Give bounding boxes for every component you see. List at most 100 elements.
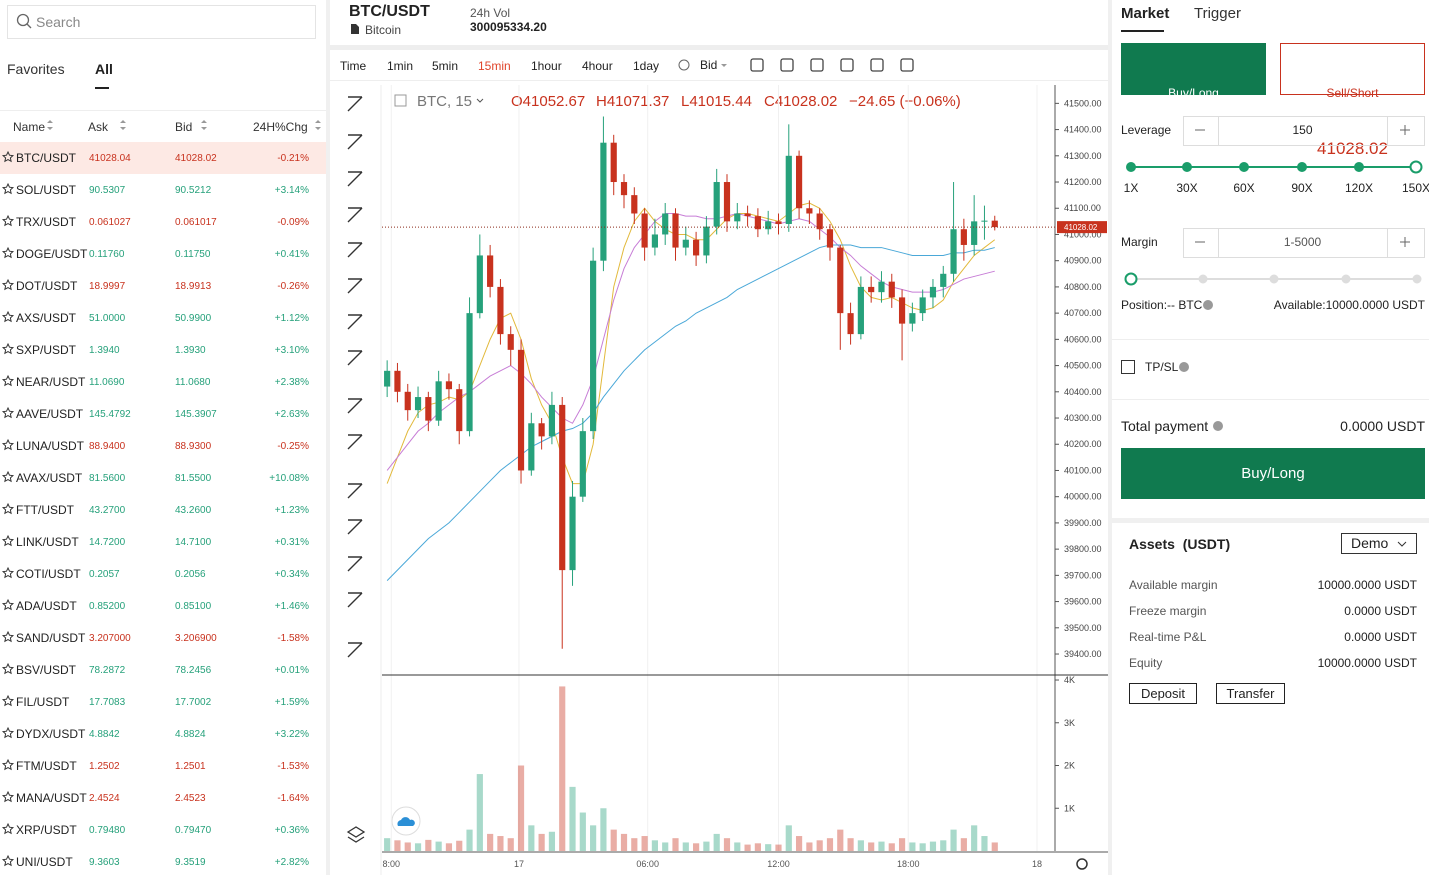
interval[interactable]: 5min <box>432 59 459 73</box>
market-row[interactable]: DYDX/USDT 4.8842 4.8824 +3.22% <box>0 718 326 750</box>
star-icon <box>1 150 15 163</box>
y-tick-label: 40900.00 <box>1064 256 1102 266</box>
mode-select[interactable]: Demo <box>1341 533 1417 554</box>
market-row[interactable]: DOT/USDT 18.9997 18.9913 -0.26% <box>0 270 326 302</box>
column-header[interactable]: 24H%Chg <box>253 120 308 134</box>
tab[interactable]: Market <box>1121 5 1170 22</box>
ask: 17.7083 <box>89 697 126 708</box>
market-row[interactable]: SOL/USDT 90.5307 90.5212 +3.14% <box>0 174 326 206</box>
column-header[interactable]: Ask <box>88 120 109 134</box>
market-row[interactable]: XRP/USDT 0.79480 0.79470 +0.36% <box>0 814 326 846</box>
tool-icon <box>840 58 854 72</box>
market-row[interactable]: SXP/USDT 1.3940 1.3930 +3.10% <box>0 334 326 366</box>
x-tick-label: 12:00 <box>767 859 790 869</box>
drawing-tool <box>347 242 363 258</box>
interval[interactable]: 4hour <box>582 59 613 73</box>
buy-button[interactable]: Buy/Long 41028.04 <box>1121 43 1266 158</box>
market-row[interactable]: FTM/USDT 1.2502 1.2501 -1.53% <box>0 750 326 782</box>
market-row[interactable]: LINK/USDT 14.7200 14.7100 +0.31% <box>0 526 326 558</box>
candle-body <box>981 220 988 222</box>
market-row[interactable]: FIL/USDT 17.7083 17.7002 +1.59% <box>0 686 326 718</box>
market-row[interactable]: DOGE/USDT 0.11760 0.11750 +0.41% <box>0 238 326 270</box>
ask: 81.5600 <box>89 473 126 484</box>
ask: 0.061027 <box>89 217 131 228</box>
tab[interactable]: Favorites <box>7 61 65 77</box>
volume-bar <box>693 843 700 851</box>
candle-body <box>693 239 700 256</box>
market-row[interactable]: ADA/USDT 0.85200 0.85100 +1.46% <box>0 590 326 622</box>
candle-body <box>435 381 442 421</box>
legend-value: O41052.67 <box>511 93 586 110</box>
interval[interactable]: Time <box>340 59 367 73</box>
x-tick-label: 8:00 <box>383 859 401 869</box>
column-header[interactable]: Bid <box>175 120 193 134</box>
candle-body <box>806 208 813 214</box>
asset-value: 0.0000 USDT <box>1344 604 1417 618</box>
column-header[interactable]: Name <box>13 120 46 134</box>
slider-dot <box>1269 274 1279 284</box>
volume-bar <box>775 844 782 851</box>
search-box[interactable] <box>7 5 316 39</box>
interval[interactable]: 1hour <box>531 59 562 73</box>
volume-bar <box>662 842 669 851</box>
interval[interactable]: 15min <box>478 59 511 73</box>
layers-icon <box>346 826 366 843</box>
search-icon <box>16 13 32 29</box>
bid: 41028.02 <box>175 153 217 164</box>
market-row[interactable]: NEAR/USDT 11.0690 11.0680 +2.38% <box>0 366 326 398</box>
transfer-button[interactable]: Transfer <box>1216 683 1285 704</box>
divider <box>1112 339 1429 340</box>
ask: 90.5307 <box>89 185 126 196</box>
ask: 43.2700 <box>89 505 126 516</box>
pair-name: MANA/USDT <box>16 791 87 805</box>
assets-title: Assets (USDT) <box>1129 536 1231 552</box>
price-type[interactable]: Bid <box>700 58 718 72</box>
drawing-tool <box>347 434 363 450</box>
divider <box>330 80 1108 81</box>
help-icon <box>1213 421 1223 431</box>
market-row[interactable]: COTI/USDT 0.2057 0.2056 +0.34% <box>0 558 326 590</box>
market-row[interactable]: AXS/USDT 51.0000 50.9900 +1.12% <box>0 302 326 334</box>
submit-button[interactable]: Buy/Long <box>1121 448 1425 499</box>
market-row[interactable]: BSV/USDT 78.2872 78.2456 +0.01% <box>0 654 326 686</box>
ask: 1.2502 <box>89 761 120 772</box>
deposit-button[interactable]: Deposit <box>1129 683 1197 704</box>
interval[interactable]: 1day <box>633 59 660 73</box>
star-icon <box>1 630 15 643</box>
change: -1.58% <box>277 633 309 644</box>
market-row[interactable]: AAVE/USDT 145.4792 145.3907 +2.63% <box>0 398 326 430</box>
market-row[interactable]: UNI/USDT 9.3603 9.3519 +2.82% <box>0 846 326 878</box>
candle-body <box>713 182 720 227</box>
leverage-input[interactable] <box>1183 116 1425 146</box>
sell-button[interactable]: Sell/Short 41028.02 <box>1280 43 1425 158</box>
margin-input[interactable] <box>1183 228 1425 258</box>
bid: 0.2056 <box>175 569 206 580</box>
market-row[interactable]: FTT/USDT 43.2700 43.2600 +1.23% <box>0 494 326 526</box>
y-tick-label: 39700.00 <box>1064 570 1102 580</box>
bid: 17.7002 <box>175 697 212 708</box>
pair-name: ADA/USDT <box>16 599 77 613</box>
legend-value: −24.65 (−0.06%) <box>849 93 961 110</box>
tab[interactable]: Trigger <box>1194 5 1241 22</box>
drawing-tool <box>347 556 363 572</box>
volume-bar <box>981 836 988 851</box>
market-row[interactable]: MANA/USDT 2.4524 2.4523 -1.64% <box>0 782 326 814</box>
legend-value: H41071.37 <box>596 93 670 110</box>
tpsl-checkbox[interactable] <box>1121 360 1135 374</box>
change: +2.82% <box>274 857 309 868</box>
candle-body <box>651 234 658 248</box>
asset-value: 0.0000 USDT <box>1344 630 1417 644</box>
market-row[interactable]: BTC/USDT 41028.04 41028.02 -0.21% <box>0 142 326 174</box>
market-row[interactable]: TRX/USDT 0.061027 0.061017 -0.09% <box>0 206 326 238</box>
market-row[interactable]: SAND/USDT 3.207000 3.206900 -1.58% <box>0 622 326 654</box>
tab[interactable]: All <box>95 61 113 77</box>
y-tick-label: 39800.00 <box>1064 544 1102 554</box>
asset-value: 10000.0000 USDT <box>1317 578 1417 592</box>
market-row[interactable]: LUNA/USDT 88.9400 88.9300 -0.25% <box>0 430 326 462</box>
help-icon <box>1203 300 1213 310</box>
market-row[interactable]: AVAX/USDT 81.5600 81.5500 +10.08% <box>0 462 326 494</box>
tpsl-label: TP/SL <box>1145 360 1179 374</box>
volume-bar <box>507 838 514 851</box>
interval[interactable]: 1min <box>387 59 414 73</box>
volume-bar <box>806 842 813 851</box>
